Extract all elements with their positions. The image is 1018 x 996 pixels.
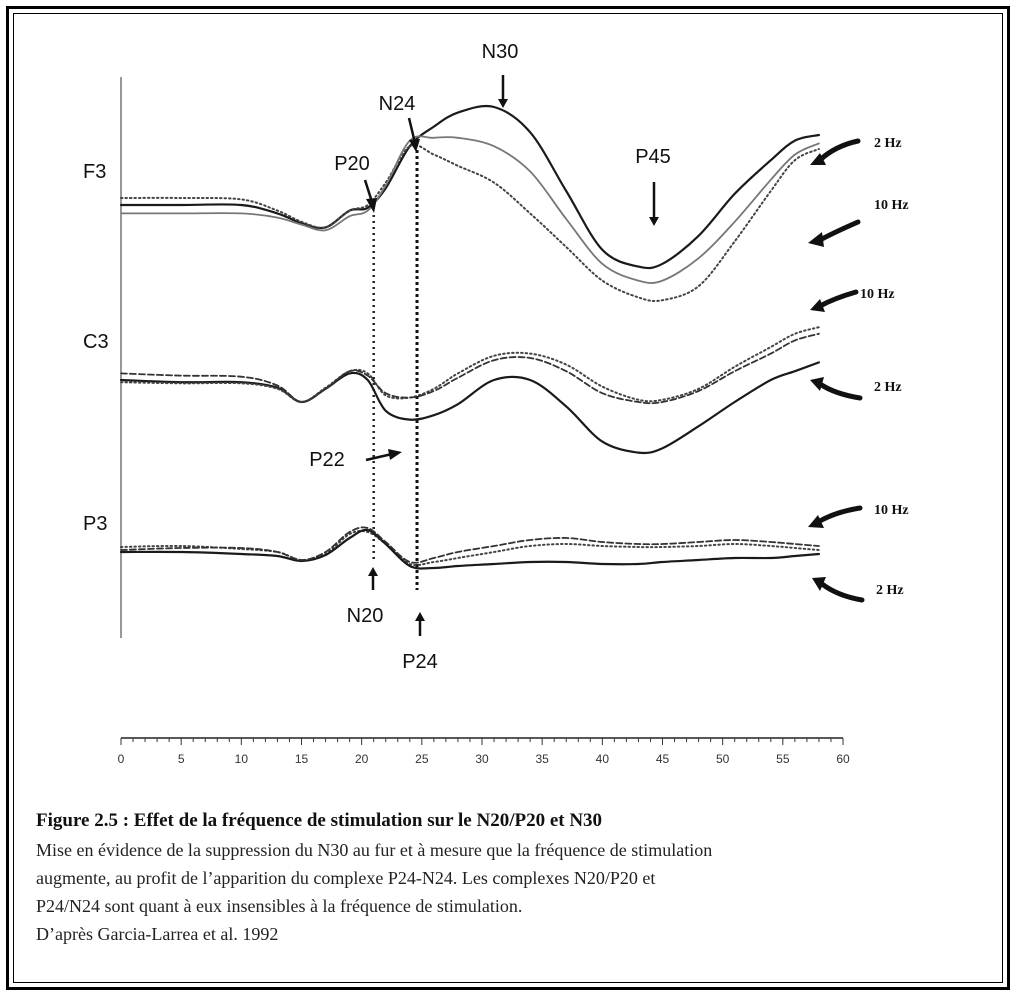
peak-label-p20: P20 bbox=[334, 153, 370, 175]
peak-arrow-p45-head bbox=[649, 217, 659, 226]
x-axis: 0 5 10 15 20 25 30 35 40 45 50 55 60 bbox=[118, 737, 850, 766]
peak-arrow-p20 bbox=[363, 179, 374, 203]
x-tick-label: 25 bbox=[415, 752, 429, 766]
peak-label-n24: N24 bbox=[379, 93, 416, 115]
channel-label-p3: P3 bbox=[83, 513, 107, 535]
frequency-arrow-4 bbox=[815, 505, 863, 525]
frequency-label-0: 2 Hz bbox=[874, 136, 902, 151]
x-tick-label: 50 bbox=[716, 752, 730, 766]
peak-label-p24: P24 bbox=[402, 651, 438, 673]
latency-guides bbox=[120, 77, 419, 638]
peak-arrow-n20-head bbox=[368, 567, 378, 576]
figure-frame-outer bbox=[6, 6, 1010, 990]
frequency-label-5: 2 Hz bbox=[876, 583, 904, 598]
x-tick-label: 5 bbox=[178, 752, 185, 766]
frequency-arrow-head-1 bbox=[808, 232, 824, 247]
trace-group bbox=[119, 104, 820, 570]
x-tick-label: 35 bbox=[535, 752, 549, 766]
trace-f3-1 bbox=[120, 144, 820, 303]
peak-label-n20: N20 bbox=[347, 605, 384, 627]
x-tick-label: 55 bbox=[776, 752, 790, 766]
caption-title: Figure 2.5 : Effet de la fréquence de st… bbox=[36, 810, 603, 831]
frequency-arrow-head-5 bbox=[812, 577, 826, 591]
frequency-arrow-head-0 bbox=[810, 153, 826, 165]
frequency-arrow-3 bbox=[817, 381, 863, 401]
frequency-label-4: 10 Hz bbox=[874, 503, 909, 518]
peak-label-n30: N30 bbox=[482, 41, 519, 63]
trace-c3-1 bbox=[120, 326, 820, 404]
peak-arrow-n30-head bbox=[498, 99, 508, 108]
peak-label-p45: P45 bbox=[635, 146, 671, 168]
frequency-arrow-5 bbox=[819, 581, 865, 603]
trace-c3-2 bbox=[120, 332, 820, 405]
frequency-arrow-head-4 bbox=[808, 515, 824, 528]
x-tick-label: 45 bbox=[656, 752, 670, 766]
peak-arrow-n24-head bbox=[409, 139, 420, 152]
caption-line-1: Mise en évidence de la suppression du N3… bbox=[36, 840, 713, 860]
label-group: F3 C3 P3 N30 N24 P20 P45 P22 N20 P24 2 Hz 10 Hz 10 H… bbox=[83, 41, 909, 673]
x-tick-label: 20 bbox=[355, 752, 369, 766]
peak-label-p22: P22 bbox=[309, 449, 345, 471]
peak-arrow-p20-head bbox=[366, 198, 377, 213]
trace-p3-2 bbox=[120, 526, 820, 564]
frequency-arrow-head-2 bbox=[810, 299, 825, 312]
x-tick-label: 0 bbox=[118, 752, 125, 766]
peak-arrow-p22-head bbox=[388, 449, 402, 460]
trace-f3-0 bbox=[119, 104, 820, 270]
x-tick-label: 10 bbox=[235, 752, 249, 766]
figure-frame-inner bbox=[13, 13, 1003, 983]
peak-arrow-p24-head bbox=[415, 612, 425, 621]
trace-f3-2 bbox=[120, 135, 820, 284]
x-tick-label: 40 bbox=[596, 752, 610, 766]
caption-line-3: P24/N24 sont quant à eux insensibles à l… bbox=[36, 896, 523, 916]
channel-label-c3: C3 bbox=[83, 331, 109, 353]
x-tick-label: 30 bbox=[475, 752, 489, 766]
frequency-label-3: 2 Hz bbox=[874, 380, 902, 395]
figure-caption: Figure 2.5 : Effet de la fréquence de st… bbox=[36, 810, 996, 948]
frequency-arrow-2 bbox=[817, 289, 859, 309]
peak-arrow-n24 bbox=[407, 117, 417, 144]
frequency-label-2: 10 Hz bbox=[860, 287, 895, 302]
channel-label-f3: F3 bbox=[83, 161, 106, 183]
frequency-arrow-1 bbox=[817, 219, 861, 243]
peak-arrow-p22 bbox=[365, 452, 393, 462]
frequency-arrow-0 bbox=[817, 138, 861, 163]
frequency-arrow-head-3 bbox=[810, 377, 824, 391]
trace-p3-1 bbox=[119, 528, 820, 570]
evoked-potential-chart: 0 5 10 15 20 25 30 35 40 45 50 55 60 F3 C3 P3 N30 N24 P20… bbox=[83, 41, 909, 766]
x-tick-label: 60 bbox=[836, 752, 850, 766]
caption-line-4: D’après Garcia-Larrea et al. 1992 bbox=[36, 924, 279, 944]
caption-line-2: augmente, au profit de l’apparition du c… bbox=[36, 868, 656, 888]
x-tick-label: 15 bbox=[295, 752, 309, 766]
frequency-label-1: 10 Hz bbox=[874, 198, 909, 213]
